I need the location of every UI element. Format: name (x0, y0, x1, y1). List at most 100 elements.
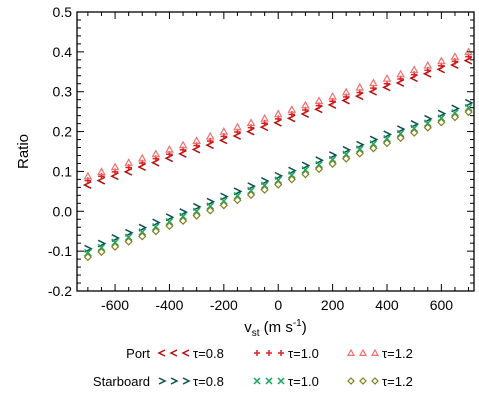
data-point (274, 176, 283, 185)
data-point (205, 131, 215, 140)
data-point (410, 128, 419, 137)
legend-marker (358, 348, 368, 356)
data-point (409, 65, 419, 74)
data-point (301, 161, 311, 170)
data-point (369, 140, 378, 148)
legend-label: τ=1.2 (382, 374, 413, 389)
y-axis-title: Ratio (15, 134, 32, 169)
data-point (410, 124, 419, 133)
data-point (383, 134, 391, 143)
data-point (410, 120, 420, 128)
y-tick-label: 0.5 (53, 4, 73, 20)
data-point (274, 180, 283, 189)
data-point (382, 138, 392, 148)
data-point (328, 151, 338, 160)
data-point (369, 135, 379, 144)
data-point (342, 145, 352, 154)
data-point (138, 223, 148, 232)
data-point (233, 122, 242, 131)
series-starboard-4 (84, 103, 473, 257)
data-point (327, 100, 337, 109)
data-point (124, 237, 133, 246)
data-point (328, 159, 337, 169)
x-axis-title: vst (m s-1) (244, 318, 307, 339)
x-axis-title-subscript: st (252, 328, 260, 339)
data-point (314, 105, 323, 114)
data-point (205, 141, 214, 150)
x-axis-title-unit-open: (m s (260, 319, 293, 336)
data-point (138, 228, 147, 236)
data-point (179, 208, 189, 217)
data-point (152, 222, 160, 231)
legend-marker (170, 377, 179, 385)
data-point (301, 100, 310, 109)
legend-marker (277, 377, 285, 385)
legend-marker (347, 377, 355, 385)
data-point (232, 131, 242, 140)
y-tick-label: 0.1 (53, 163, 73, 179)
data-point (137, 153, 147, 162)
y-tick-label: 0.3 (53, 84, 73, 100)
data-point (437, 118, 446, 127)
legend: Port τ=0.8 τ=1.0 τ=1.2 Starboard τ=0.8 τ=1.0 τ=… (93, 346, 413, 389)
data-point (328, 91, 337, 100)
x-tick-label: -600 (101, 297, 129, 313)
legend-marker (254, 350, 260, 356)
data-point (300, 110, 310, 119)
data-point (287, 105, 297, 113)
data-point (164, 154, 174, 163)
data-point (111, 234, 121, 242)
data-point (246, 118, 256, 127)
data-point (260, 113, 269, 122)
data-point (83, 252, 93, 262)
x-axis-title-unit-close: ) (302, 319, 307, 336)
data-point (396, 129, 405, 138)
data-point (301, 170, 310, 179)
data-point (314, 96, 324, 105)
data-point (382, 74, 392, 82)
y-tick-label: 0.0 (53, 203, 73, 219)
data-point (342, 150, 351, 159)
data-point (82, 181, 92, 189)
data-point (178, 140, 188, 149)
data-point (151, 149, 161, 158)
data-point (206, 202, 215, 210)
legend-marker (266, 350, 272, 356)
data-point (152, 218, 161, 227)
data-point (273, 118, 282, 127)
data-point (341, 87, 351, 96)
data-point (356, 140, 365, 149)
data-point (423, 123, 432, 132)
data-point (274, 171, 284, 180)
data-point (341, 96, 350, 105)
data-point (451, 104, 460, 113)
legend-label: τ=1.0 (288, 346, 319, 361)
data-point (247, 182, 257, 191)
legend-marker (359, 377, 367, 385)
data-point (369, 144, 378, 153)
data-point (355, 145, 364, 153)
data-point (463, 56, 473, 65)
data-point (84, 248, 92, 257)
data-point (233, 195, 242, 205)
data-point (178, 216, 188, 225)
y-tick-label: -0.2 (48, 283, 72, 299)
y-tick-label: -0.1 (48, 243, 72, 259)
data-point (273, 109, 283, 118)
x-axis-title-base: v (244, 319, 252, 336)
data-point (464, 103, 473, 112)
data-point (246, 127, 255, 136)
legend-label: τ=1.2 (382, 346, 413, 361)
data-point (423, 119, 432, 128)
data-point (150, 158, 160, 167)
legend-label: τ=0.8 (193, 346, 224, 361)
legend-label: τ=1.0 (288, 374, 319, 389)
data-point (191, 145, 201, 154)
plot-area (82, 47, 474, 262)
data-point (178, 149, 187, 158)
data-point (260, 181, 269, 190)
data-point (464, 98, 474, 107)
data-point (124, 233, 133, 242)
data-point (246, 190, 256, 200)
legend-marker (158, 377, 167, 385)
